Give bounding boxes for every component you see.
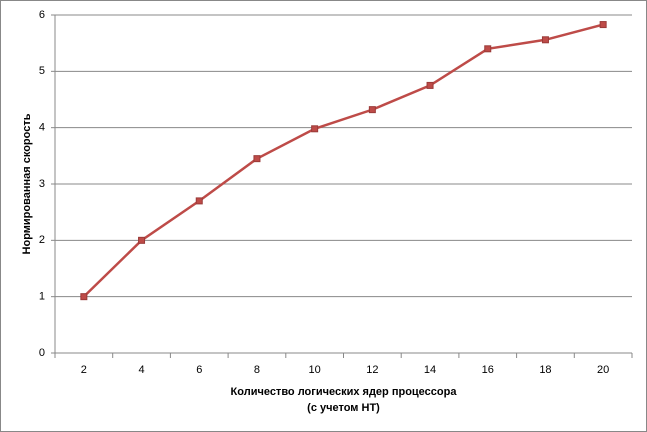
marker (368, 106, 376, 114)
x-tick-label: 20 (597, 364, 609, 376)
marker (253, 155, 261, 163)
x-tick-label: 12 (366, 364, 378, 376)
x-axis-label: (с учетом HT) (307, 402, 380, 414)
marker (195, 197, 203, 205)
x-tick-label: 8 (254, 364, 260, 376)
y-tick-label: 6 (39, 9, 45, 21)
marker (311, 125, 319, 133)
x-tick-label: 14 (424, 364, 436, 376)
x-tick-label: 10 (309, 364, 321, 376)
marker (426, 81, 434, 89)
x-tick-label: 4 (138, 364, 144, 376)
line (82, 23, 604, 298)
y-tick-label: 3 (39, 178, 45, 190)
marker (484, 45, 492, 53)
marker (541, 36, 549, 44)
y-tick-label: 4 (39, 122, 45, 134)
x-tick-label: 2 (81, 364, 87, 376)
x-tick-label: 6 (196, 364, 202, 376)
y-axis-label: Нормированная скорость (21, 113, 33, 254)
x-axis-label: Количество логических ядер процессора (231, 386, 458, 398)
x-tick-label: 16 (482, 364, 494, 376)
marker (599, 21, 607, 29)
y-tick-label: 5 (39, 65, 45, 77)
marker (138, 236, 146, 244)
y-tick-label: 0 (39, 347, 45, 359)
x-tick-label: 18 (539, 364, 551, 376)
marker (80, 293, 88, 301)
y-tick-label: 1 (39, 291, 45, 303)
y-tick-label: 2 (39, 234, 45, 246)
